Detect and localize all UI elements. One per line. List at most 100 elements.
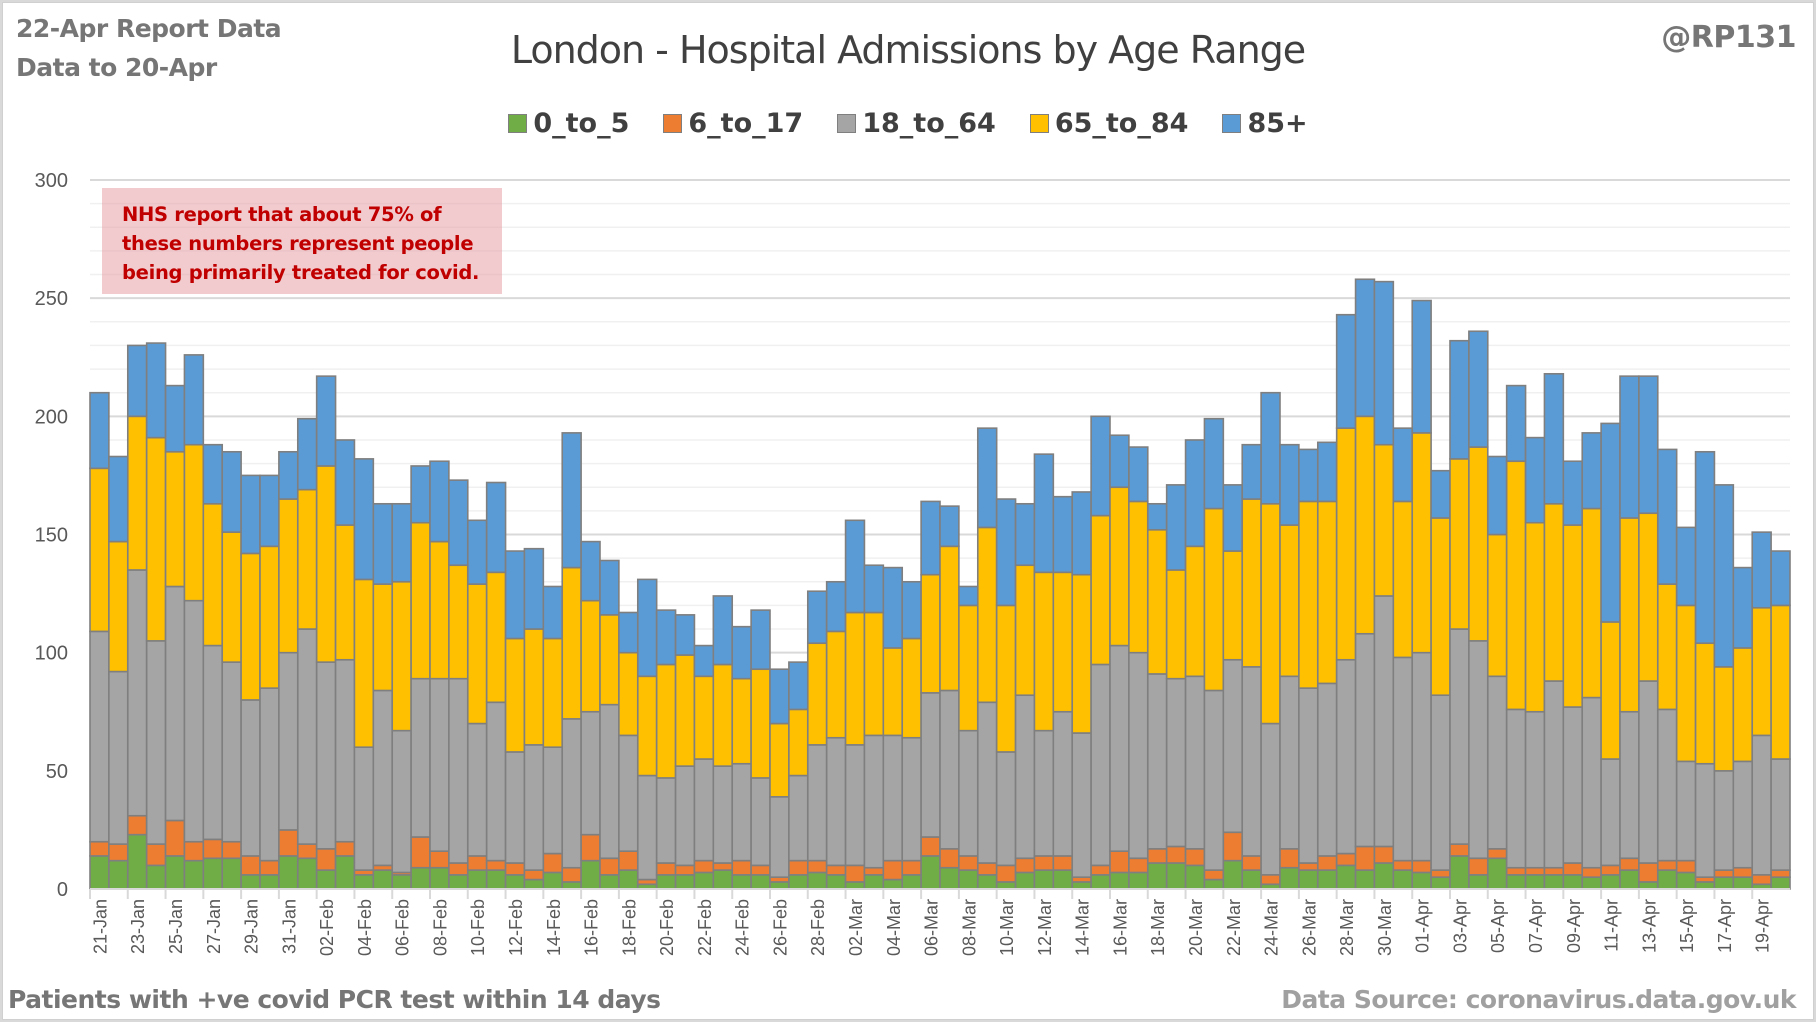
- bar-segment-65-to-84: [655, 663, 677, 779]
- bar-segment-65-to-84: [259, 545, 280, 689]
- bar-segment-85plus: [1694, 450, 1716, 645]
- bar-segment-0-to-5: [1014, 871, 1036, 890]
- bar-segment-18-to-64: [296, 628, 318, 845]
- bar-segment-85plus: [618, 611, 639, 654]
- bar-segment-6-to-17: [448, 862, 469, 876]
- bar-segment-18-to-64: [1298, 687, 1319, 864]
- bar-segment-6-to-17: [995, 864, 1017, 883]
- legend-label: 18_to_64: [862, 108, 996, 139]
- bar-segment-65-to-84: [126, 415, 148, 571]
- bar-segment-6-to-17: [920, 836, 941, 857]
- legend: 0_to_5 6_to_17 18_to_64 65_to_84 85+: [0, 108, 1816, 139]
- bar-segment-6-to-17: [825, 864, 847, 876]
- bar-segment-0-to-5: [1128, 871, 1149, 890]
- bar-segment-85plus: [108, 455, 129, 543]
- bar-segment-0-to-5: [1486, 857, 1508, 890]
- bar-segment-18-to-64: [1486, 675, 1508, 850]
- bar-segment-6-to-17: [1128, 857, 1149, 874]
- bar-segment-65-to-84: [240, 552, 261, 701]
- bar-segment-85plus: [221, 450, 242, 533]
- bar-segment-18-to-64: [1335, 658, 1357, 855]
- bar-segment-18-to-64: [844, 744, 866, 867]
- legend-item: 85+: [1222, 108, 1308, 139]
- x-tick-label: 16-Feb: [582, 899, 602, 956]
- bar-segment-65-to-84: [1751, 606, 1772, 737]
- bar-segment-0-to-5: [240, 874, 261, 890]
- bar-segment-0-to-5: [1770, 876, 1791, 890]
- bar-segment-65-to-84: [1486, 533, 1508, 678]
- x-tick-label: 11-Apr: [1602, 899, 1622, 952]
- bar-segment-6-to-17: [1165, 845, 1187, 864]
- bar-segment-18-to-64: [674, 765, 696, 867]
- bar-segment-6-to-17: [580, 833, 601, 862]
- bar-segment-85plus: [429, 460, 450, 543]
- bar-segment-85plus: [1090, 415, 1111, 517]
- bar-segment-85plus: [1316, 441, 1338, 503]
- annotation-note: NHS report that about 75% of these numbe…: [102, 188, 502, 294]
- bar-segment-0-to-5: [542, 871, 564, 890]
- bar-segment-6-to-17: [1392, 859, 1414, 871]
- bar-segment-0-to-5: [1732, 876, 1754, 890]
- bar-segment-18-to-64: [901, 736, 922, 862]
- bar-segment-65-to-84: [769, 722, 790, 798]
- x-tick-label: 30-Mar: [1375, 899, 1395, 956]
- bar-segment-0-to-5: [882, 878, 904, 890]
- bar-segment-0-to-5: [618, 869, 639, 890]
- bar-segment-6-to-17: [1713, 869, 1735, 878]
- bar-segment-6-to-17: [1052, 855, 1074, 871]
- bar-segment-18-to-64: [1392, 656, 1414, 862]
- x-tick-label: 14-Feb: [544, 899, 564, 956]
- bar-segment-18-to-64: [1675, 760, 1697, 862]
- bar-segment-85plus: [334, 439, 356, 526]
- bar-segment-6-to-17: [1203, 869, 1225, 881]
- legend-swatch: [837, 114, 857, 133]
- bar-segment-6-to-17: [1411, 859, 1432, 874]
- bar-segment-65-to-84: [504, 637, 526, 753]
- bar-segment-6-to-17: [901, 859, 922, 876]
- bar-segment-18-to-64: [542, 746, 564, 855]
- bar-segment-0-to-5: [901, 874, 922, 890]
- bar-segment-65-to-84: [1505, 460, 1527, 711]
- x-tick-label: 03-Apr: [1450, 899, 1470, 953]
- bar-segment-85plus: [1222, 484, 1244, 552]
- bar-segment-0-to-5: [372, 869, 394, 890]
- bar-segment-18-to-64: [976, 701, 998, 864]
- bar-segment-65-to-84: [353, 578, 375, 748]
- bar-segment-0-to-5: [1241, 869, 1262, 890]
- bar-segment-65-to-84: [1449, 458, 1470, 630]
- data-source: Data Source: coronavirus.data.gov.uk: [1281, 985, 1796, 1014]
- bar-segment-6-to-17: [126, 814, 148, 836]
- chart-title: London - Hospital Admissions by Age Rang…: [510, 28, 1306, 72]
- legend-item: 65_to_84: [1029, 108, 1188, 139]
- bar-segment-85plus: [1732, 566, 1754, 649]
- bar-segment-18-to-64: [1524, 710, 1546, 869]
- bar-segment-6-to-17: [1146, 848, 1168, 864]
- bar-segment-0-to-5: [788, 874, 809, 890]
- bar-segment-85plus: [1562, 460, 1584, 526]
- bar-segment-6-to-17: [429, 850, 450, 869]
- x-tick-label: 06-Feb: [393, 899, 413, 956]
- bar-segment-6-to-17: [1619, 857, 1640, 871]
- x-tick-label: 20-Feb: [657, 899, 677, 956]
- bar-segment-0-to-5: [221, 857, 242, 890]
- bar-segment-18-to-64: [1543, 680, 1565, 869]
- bar-segment-6-to-17: [410, 836, 431, 869]
- bar-segment-85plus: [825, 580, 847, 633]
- x-tick-label: 10-Feb: [468, 899, 488, 956]
- bar-segment-18-to-64: [1713, 770, 1735, 871]
- bar-segment-0-to-5: [1033, 869, 1055, 890]
- bar-segment-65-to-84: [1600, 621, 1621, 760]
- bar-segment-18-to-64: [221, 661, 242, 843]
- bar-segment-0-to-5: [1694, 881, 1716, 890]
- bar-segment-65-to-84: [221, 531, 242, 663]
- bar-segment-6-to-17: [108, 843, 129, 862]
- x-tick-label: 08-Feb: [430, 899, 450, 956]
- bar-segment-18-to-64: [1732, 760, 1754, 869]
- bar-segment-85plus: [1486, 455, 1508, 536]
- bar-segment-18-to-64: [1638, 680, 1659, 864]
- bar-segment-0-to-5: [1581, 876, 1602, 890]
- bar-segment-85plus: [636, 578, 658, 678]
- bar-segment-0-to-5: [863, 874, 885, 890]
- bar-segment-85plus: [126, 344, 148, 418]
- bar-segment-0-to-5: [976, 874, 998, 890]
